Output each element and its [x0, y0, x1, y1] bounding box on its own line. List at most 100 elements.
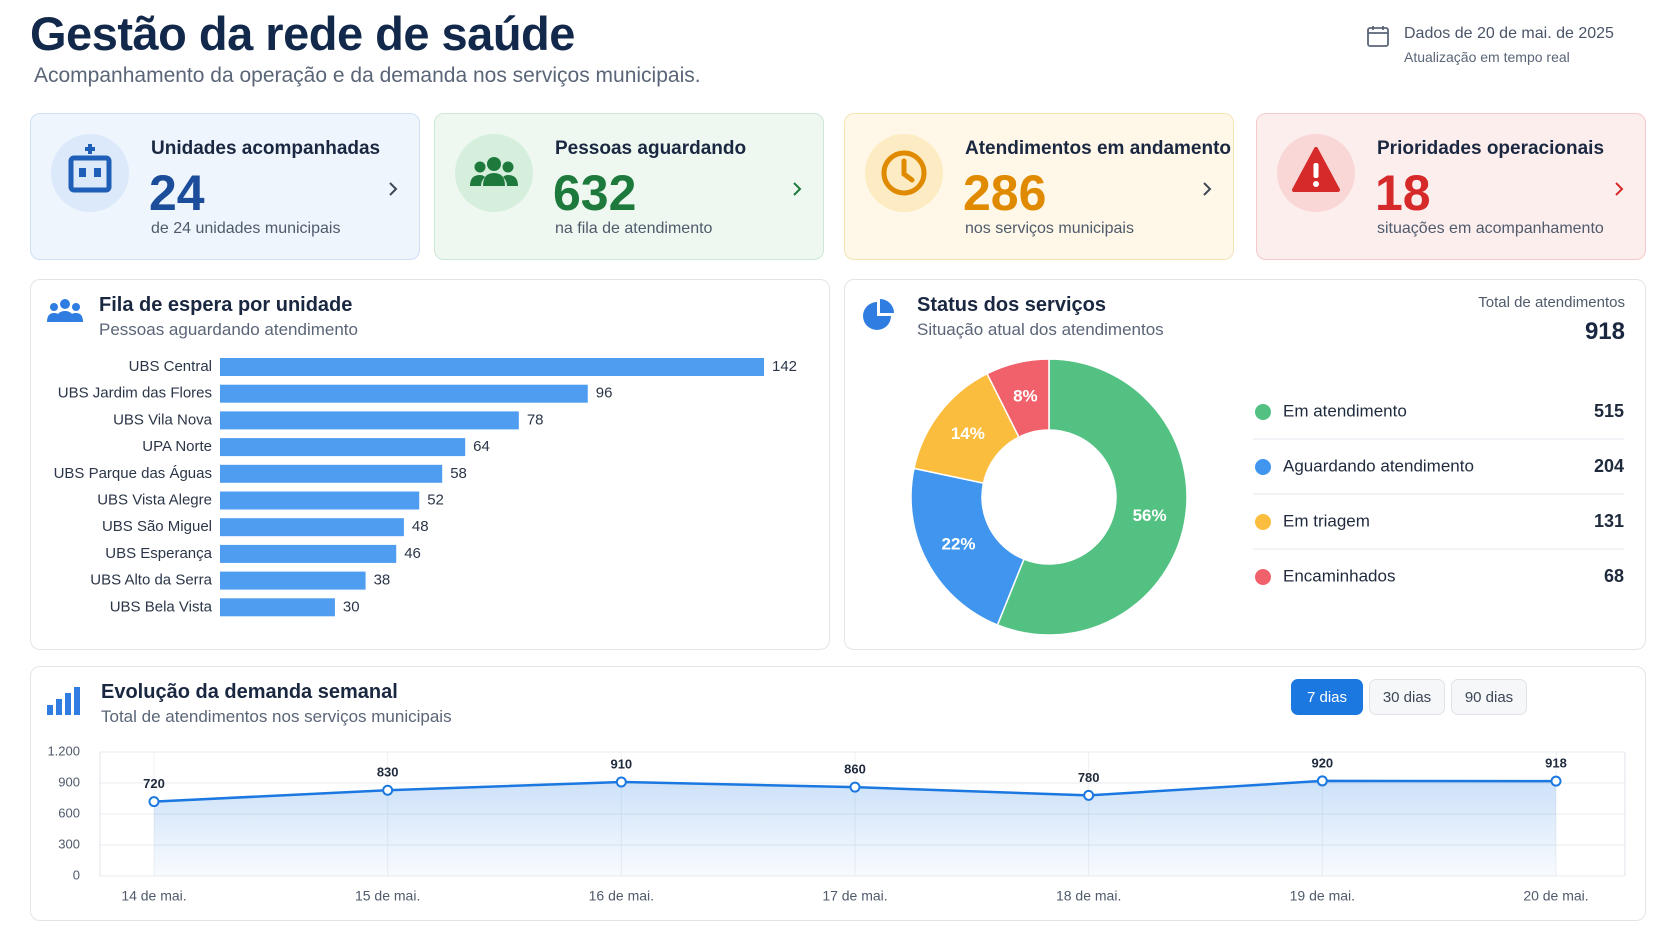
x-tick-label: 19 de mai. — [1290, 888, 1355, 904]
data-label: 910 — [610, 756, 632, 771]
data-label: 720 — [143, 776, 165, 791]
donut-slice — [996, 358, 1188, 636]
chevron-icon — [793, 182, 802, 196]
icon — [1292, 147, 1340, 192]
kpi-value: 24 — [149, 165, 205, 221]
slice-label: 8% — [1013, 387, 1038, 406]
legend-swatch — [1255, 404, 1271, 420]
kpi-icon — [1277, 134, 1355, 212]
bar-panel: Fila de espera por unidade Pessoas aguar… — [30, 279, 830, 650]
data-label: 64 — [473, 438, 490, 455]
y-tick-label: UBS Central — [129, 358, 212, 375]
page-subtitle: Acompanhamento da operação e da demanda … — [34, 64, 701, 87]
bar — [220, 384, 588, 403]
legend-label: Em triagem — [1283, 511, 1370, 530]
kpi-label: Unidades acompanhadas — [151, 138, 381, 159]
donut-panel: Status dos serviços Situação atual dos a… — [844, 279, 1646, 650]
data-label: 918 — [1545, 756, 1567, 771]
icon — [881, 150, 927, 196]
data-label: 96 — [596, 385, 613, 402]
kpi-card[interactable]: Unidades acompanhadas 24 de 24 unidades mu… — [30, 113, 420, 260]
date-text: Dados de 20 de mai. de 2025 — [1404, 25, 1614, 42]
data-label: 830 — [377, 765, 399, 780]
bar — [220, 571, 366, 590]
kpi-label: Prioridades operacionais — [1377, 138, 1605, 159]
kpi-card[interactable]: Pessoas aguardando 632 na fila de atendime… — [434, 113, 824, 260]
bar — [220, 358, 764, 376]
pie-icon — [863, 299, 894, 330]
donut-slice — [986, 358, 1050, 439]
y-tick-label: UBS Parque das Águas — [54, 465, 212, 482]
kpi-note: situações em acompanhamento — [1377, 220, 1604, 237]
bar — [220, 411, 519, 430]
data-label: 780 — [1078, 770, 1100, 785]
people-icon — [47, 299, 83, 322]
y-tick-label: UBS Alto da Serra — [90, 572, 212, 589]
legend-swatch — [1255, 459, 1271, 475]
x-tick-label: 18 de mai. — [1056, 888, 1121, 904]
y-tick-label: 300 — [58, 836, 80, 851]
data-label: 142 — [772, 358, 797, 375]
slice-label: 56% — [1133, 506, 1167, 525]
panel-subtitle: Situação atual dos atendimentos — [917, 320, 1164, 339]
x-tick-label: 15 de mai. — [355, 888, 420, 904]
kpi-note: nos serviços municipais — [965, 220, 1134, 237]
kpi-label: Pessoas aguardando — [555, 138, 747, 159]
donut-chart: 56% Em atendimento 515 22% Aguardando atendi… — [910, 358, 1624, 636]
point — [849, 781, 861, 793]
kpi-card[interactable]: Prioridades operacionais 18 situações em a… — [1256, 113, 1646, 260]
data-label: 46 — [404, 545, 421, 562]
legend-label: Encaminhados — [1283, 566, 1395, 585]
chevron — [791, 180, 803, 203]
data-label: 30 — [343, 598, 360, 615]
area — [154, 780, 1556, 876]
data-label: 38 — [374, 572, 391, 589]
calendar-icon — [1367, 26, 1389, 47]
kpi-value: 286 — [963, 165, 1047, 221]
point — [382, 784, 394, 796]
bar — [220, 518, 404, 537]
kpi-icon — [865, 134, 943, 212]
panel-subtitle: Total de atendimentos nos serviços munic… — [101, 707, 452, 726]
y-tick-label: UBS Bela Vista — [110, 598, 213, 615]
x-tick-label: 20 de mai. — [1523, 888, 1588, 904]
range-button[interactable]: 7 dias — [1291, 679, 1363, 715]
point — [1550, 775, 1562, 787]
slice-label: 14% — [951, 424, 985, 443]
donut-slice — [910, 467, 1025, 626]
bar-chart: UBS Central 142 UBS Jardim das Flores 96 UBS… — [54, 358, 797, 617]
chevron-icon — [389, 182, 398, 196]
y-tick-label: UPA Norte — [142, 438, 212, 455]
kpi-icon — [51, 134, 129, 212]
bar — [220, 438, 466, 457]
point — [1083, 789, 1095, 801]
panel-title: Fila de espera por unidade — [99, 294, 353, 316]
kpi-note: na fila de atendimento — [555, 220, 713, 237]
line-chart: 0 300 600 900 1.200 14 de mai. 15 de mai. 16 de… — [47, 743, 1626, 904]
icon — [470, 157, 518, 186]
data-label: 860 — [844, 762, 866, 777]
kpi-note: de 24 unidades municipais — [151, 220, 341, 237]
x-tick-label: 17 de mai. — [822, 888, 887, 904]
x-tick-label: 16 de mai. — [589, 888, 654, 904]
y-tick-label: UBS Vila Nova — [113, 411, 213, 428]
panel-subtitle: Pessoas aguardando atendimento — [99, 320, 358, 339]
legend-swatch — [1255, 514, 1271, 530]
x-tick-label: 14 de mai. — [121, 888, 186, 904]
range-button[interactable]: 90 dias — [1451, 679, 1527, 715]
legend-value: 515 — [1594, 401, 1624, 421]
data-label: 48 — [412, 518, 429, 535]
point — [148, 796, 160, 808]
line-panel: Evolução da demanda semanal Total de ate… — [30, 666, 1646, 921]
range-button[interactable]: 30 dias — [1369, 679, 1445, 715]
y-tick-label: UBS Esperança — [105, 545, 212, 562]
chevron — [1201, 180, 1213, 203]
chevron — [1613, 180, 1625, 203]
kpi-card[interactable]: Atendimentos em andamento 286 nos serviços… — [844, 113, 1234, 260]
legend-value: 68 — [1604, 566, 1624, 586]
legend-label: Em atendimento — [1283, 401, 1407, 420]
legend-label: Aguardando atendimento — [1283, 456, 1474, 475]
y-tick-label: 0 — [73, 867, 80, 882]
y-tick-label: 900 — [58, 774, 80, 789]
data-label: 78 — [527, 411, 544, 428]
